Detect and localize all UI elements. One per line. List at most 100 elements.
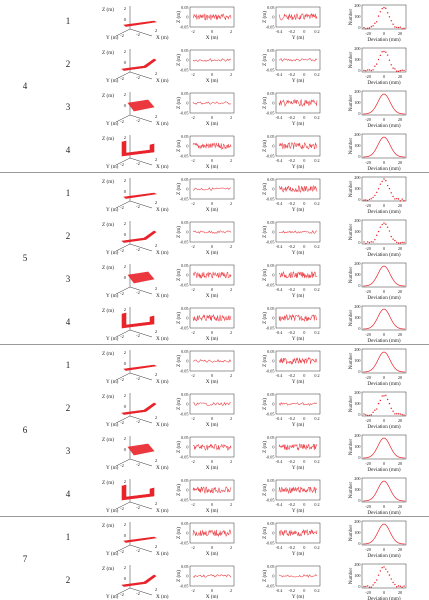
x-tick: 0.2 bbox=[314, 201, 319, 206]
x-tick: 20 bbox=[398, 418, 402, 423]
histogram-point bbox=[386, 54, 389, 56]
plot-frame bbox=[275, 6, 321, 28]
row-label: 1 bbox=[65, 360, 71, 370]
z-tick: 0 bbox=[124, 447, 127, 452]
yz-plot: Z (m)0.05 0 -0.05-0.4 -0.2 0 0.2 Y (m) bbox=[261, 478, 321, 514]
z-tick: -0.05 bbox=[266, 25, 275, 30]
scan-surface bbox=[123, 364, 157, 371]
plot-cell-xz: Z (m) 0.05 0 -0.05 -2 0 2 X (m) bbox=[175, 46, 248, 84]
histogram-point bbox=[370, 198, 372, 200]
x-tick: 2 bbox=[230, 588, 232, 593]
plot-frame bbox=[275, 178, 321, 200]
y-axis-label: Number bbox=[349, 266, 354, 283]
histogram-point bbox=[374, 581, 376, 584]
histogram-point bbox=[392, 410, 394, 412]
z-axis-label: Z (m) bbox=[175, 355, 182, 367]
x-tick: 2 bbox=[230, 72, 232, 77]
x-tick: 0 bbox=[211, 158, 213, 163]
x-tick: -20 bbox=[365, 74, 371, 79]
deviation-trace bbox=[192, 574, 232, 578]
z-tick: 0 bbox=[124, 361, 127, 366]
row-label: 2 bbox=[65, 403, 71, 413]
z-axis-label: Z (m) bbox=[261, 183, 268, 195]
z-tick: -0.05 bbox=[266, 111, 275, 116]
z-tick: -0.05 bbox=[266, 240, 275, 245]
z-tick: -0.05 bbox=[180, 455, 189, 460]
row-label: 3 bbox=[65, 274, 71, 284]
z-tick: 2 bbox=[124, 350, 126, 355]
histogram-point bbox=[368, 414, 371, 417]
y-tick: -2 bbox=[120, 592, 124, 597]
x-tick: 0 bbox=[211, 588, 213, 593]
plot-cell-xz: Z (m) 0.05 0 -0.05 -2 0 2 X (m) bbox=[175, 261, 248, 299]
histogram-point bbox=[383, 50, 385, 53]
scan-surface bbox=[121, 140, 155, 157]
z-tick: -0.05 bbox=[180, 240, 189, 245]
xz-plot: Z (m)0.05 0 -0.05-2 0 2 X (m) bbox=[175, 392, 235, 428]
histogram-point bbox=[370, 586, 372, 588]
x-tick: -20 bbox=[365, 203, 371, 208]
deviation-trace bbox=[192, 13, 232, 21]
y-tick: 100 bbox=[354, 229, 360, 234]
z-tick: -0.05 bbox=[180, 154, 189, 159]
histogram-point bbox=[394, 583, 396, 586]
plot-cell-xz: Z (m) 0.05 0 -0.05 -2 0 2 X (m) bbox=[175, 3, 248, 41]
x-tick: 0.2 bbox=[314, 459, 319, 464]
plot-frame bbox=[361, 47, 407, 73]
x-axis-label: Y (m) bbox=[292, 464, 305, 471]
y-tick: 0 bbox=[358, 541, 360, 546]
y-tick: 200 bbox=[354, 433, 360, 438]
plot-cell-hist: Number 200 100 0 -20 0 20 Deviation (mm) bbox=[348, 218, 420, 258]
plot-cell-hist: Number 200 100 0 -20 0 20 Deviation (mm) bbox=[348, 175, 420, 215]
z-tick: 2 bbox=[124, 178, 126, 183]
histogram-point bbox=[370, 69, 372, 72]
z-axis-label: Z (m) bbox=[175, 484, 182, 496]
y-axis-label: Number bbox=[349, 481, 354, 498]
iso-axes bbox=[115, 178, 153, 209]
scan-surface bbox=[121, 402, 157, 415]
x-axis-label: Deviation (mm) bbox=[367, 122, 401, 129]
histogram-point bbox=[374, 65, 376, 67]
plot-cell-yz: Z (m) 0.05 0 -0.05 -0.4 -0.2 0 0.2 Y (m) bbox=[261, 3, 334, 41]
z-axis-label: Z (m) bbox=[261, 54, 268, 66]
x-tick: 0.2 bbox=[314, 330, 319, 335]
group-label: 6 bbox=[22, 424, 28, 435]
x-tick: -2 bbox=[191, 115, 195, 120]
x-axis-label: Y (m) bbox=[292, 34, 305, 41]
x-tick: 0 bbox=[383, 332, 385, 337]
z-axis-label: Z (m) bbox=[175, 11, 182, 23]
iso-y-axis bbox=[115, 200, 131, 209]
y-axis-label: Y (m) bbox=[106, 507, 119, 514]
histogram-point bbox=[385, 51, 387, 53]
x-tick: -2 bbox=[191, 287, 195, 292]
histogram-point bbox=[365, 414, 367, 416]
y-tick: 100 bbox=[354, 573, 360, 578]
scan-surface bbox=[121, 484, 155, 501]
z-axis-label: Z (m) bbox=[261, 312, 268, 324]
x-tick: 0 bbox=[383, 117, 385, 122]
y-tick: 200 bbox=[354, 304, 360, 309]
x-axis-label: Deviation (mm) bbox=[367, 509, 401, 516]
x-axis-label: X (m) bbox=[206, 206, 219, 213]
histogram-point bbox=[397, 26, 400, 29]
yz-plot: Z (m)0.05 0 -0.05-0.4 -0.2 0 0.2 Y (m) bbox=[261, 392, 321, 428]
x-tick: 2 bbox=[230, 545, 232, 550]
histogram-point bbox=[397, 198, 400, 200]
z-tick: -0.05 bbox=[180, 283, 189, 288]
x-axis-label: Y (m) bbox=[292, 292, 305, 299]
z-tick: 0 bbox=[186, 445, 188, 450]
plot-cell-hist: Number 200 100 0 -20 0 20 Deviation (mm) bbox=[348, 519, 420, 559]
y-tick: 0 bbox=[358, 283, 360, 288]
row-label: 1 bbox=[65, 16, 71, 26]
x-tick: 2 bbox=[230, 373, 232, 378]
y-axis-label: Number bbox=[349, 352, 354, 369]
z-tick: 0 bbox=[124, 189, 127, 194]
x-axis-label: Deviation (mm) bbox=[367, 552, 401, 559]
yz-plot: Z (m)0.05 0 -0.05-0.4 -0.2 0 0.2 Y (m) bbox=[261, 5, 321, 41]
iso-y-axis bbox=[115, 243, 131, 252]
histogram-point bbox=[401, 198, 403, 200]
